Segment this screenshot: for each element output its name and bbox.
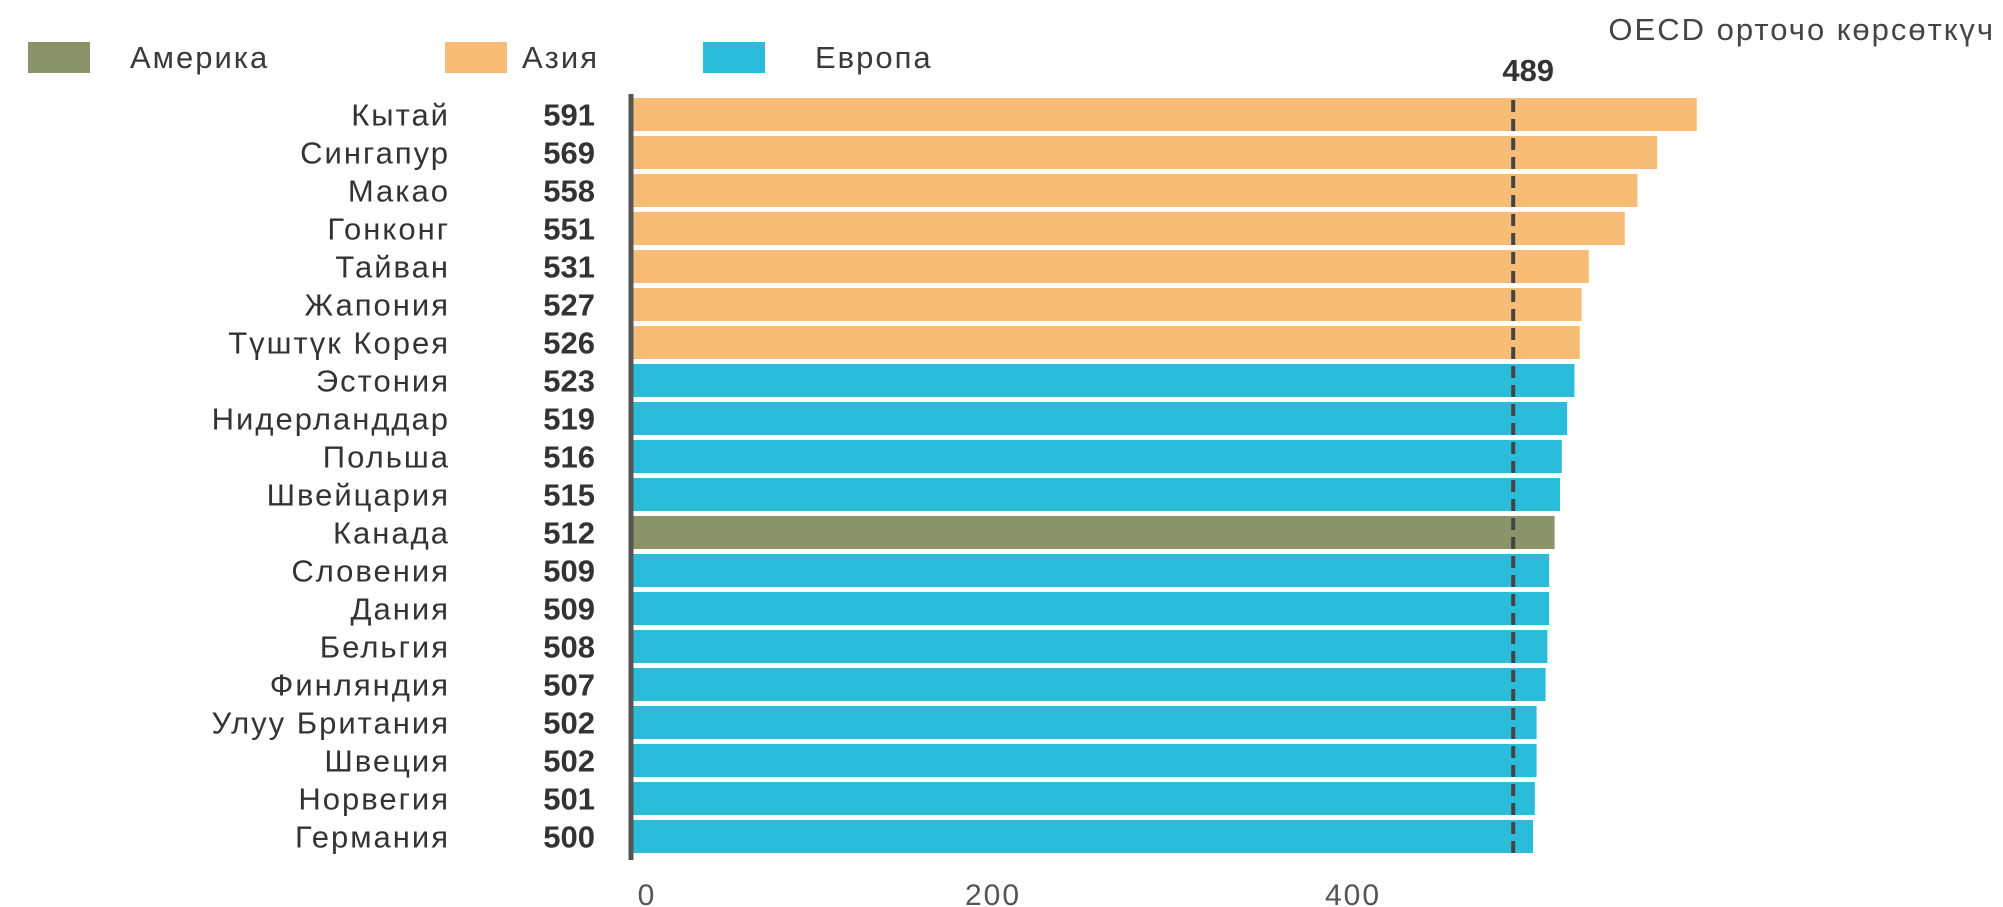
oecd-average-caption: OECD орточо көрсөткүч (1608, 12, 1995, 47)
bar-1 (633, 98, 1697, 131)
value-label: 523 (543, 364, 595, 399)
bar-3 (633, 174, 1638, 207)
bar-20 (633, 820, 1533, 853)
value-label: 509 (543, 592, 595, 627)
value-label: 515 (543, 478, 595, 513)
value-label: 591 (543, 98, 595, 133)
value-label: 502 (543, 744, 595, 779)
legend-label-america: Америка (130, 40, 269, 75)
value-label: 569 (543, 136, 595, 171)
value-label: 558 (543, 174, 595, 209)
bar-14 (633, 592, 1550, 625)
legend-swatch-europe (703, 42, 765, 73)
category-label: Бельгия (320, 630, 450, 665)
bar-8 (633, 364, 1575, 397)
category-label: Финляндия (270, 668, 450, 703)
bar-5 (633, 250, 1589, 283)
bar-6 (633, 288, 1582, 321)
category-label: Польша (323, 440, 450, 475)
bar-11 (633, 478, 1560, 511)
value-label: 527 (543, 288, 595, 323)
value-label: 500 (543, 820, 595, 855)
category-label: Тайван (335, 250, 450, 285)
category-label: Макао (348, 174, 450, 209)
category-label: Түштүк Корея (228, 326, 450, 361)
plot-area: Кытай 591 Сингапур 569 Макао 558 Гонконг 551 Тай… (211, 98, 1697, 855)
value-label: 531 (543, 250, 595, 285)
legend-label-europe: Европа (815, 40, 933, 75)
category-label: Германия (295, 820, 450, 855)
bar-13 (633, 554, 1550, 587)
category-label: Словения (291, 554, 450, 589)
value-label: 508 (543, 630, 595, 665)
category-label: Швеция (324, 744, 450, 779)
legend: Америка Азия Европа (28, 40, 933, 75)
category-label: Эстония (316, 364, 450, 399)
value-label: 501 (543, 782, 595, 817)
value-label: 519 (543, 402, 595, 437)
category-label: Гонконг (327, 212, 450, 247)
legend-label-asia: Азия (522, 40, 599, 75)
bar-10 (633, 440, 1562, 473)
bar-9 (633, 402, 1568, 435)
bar-16 (633, 668, 1546, 701)
legend-swatch-asia (445, 42, 507, 73)
bar-2 (633, 136, 1658, 169)
value-label: 526 (543, 326, 595, 361)
bar-17 (633, 706, 1537, 739)
category-label: Улуу Британия (211, 706, 450, 741)
value-label: 551 (543, 212, 595, 247)
value-label: 512 (543, 516, 595, 551)
bar-18 (633, 744, 1537, 777)
category-label: Нидерланддар (212, 402, 450, 437)
value-label: 507 (543, 668, 595, 703)
category-label: Кытай (351, 98, 450, 133)
oecd-average-value: 489 (1502, 53, 1554, 88)
value-label: 516 (543, 440, 595, 475)
reference-line-group: OECD орточо көрсөткүч 489 (1502, 12, 1995, 860)
category-label: Сингапур (300, 136, 450, 171)
category-label: Жапония (305, 288, 450, 323)
legend-swatch-america (28, 42, 90, 73)
x-tick-label: 0 (638, 879, 657, 907)
category-label: Швейцария (267, 478, 450, 513)
value-label: 509 (543, 554, 595, 589)
bar-19 (633, 782, 1535, 815)
bar-15 (633, 630, 1548, 663)
bar-12 (633, 516, 1555, 549)
x-axis-ticks: 0 200 400 (638, 879, 1381, 907)
value-label: 502 (543, 706, 595, 741)
category-label: Норвегия (298, 782, 450, 817)
bar-4 (633, 212, 1625, 245)
x-tick-label: 200 (965, 879, 1021, 907)
category-label: Канада (333, 516, 450, 551)
bar-7 (633, 326, 1580, 359)
x-tick-label: 400 (1325, 879, 1381, 907)
category-label: Дания (351, 592, 450, 627)
